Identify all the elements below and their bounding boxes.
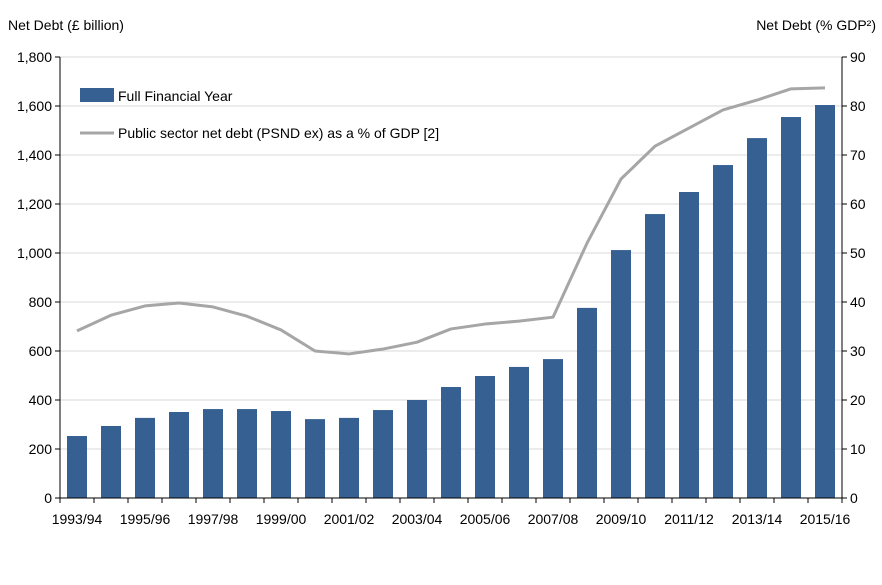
- bar-2012-13: [713, 165, 733, 498]
- bar-2000-01: [305, 419, 325, 498]
- right-tick-label: 30: [850, 343, 866, 359]
- bar-1994-95: [101, 426, 121, 498]
- bar-1999-00: [271, 411, 291, 498]
- right-tick-label: 40: [850, 294, 866, 310]
- right-tick-label: 20: [850, 392, 866, 408]
- left-tick-label: 1,600: [17, 98, 52, 114]
- bar-2005-06: [475, 376, 495, 498]
- legend-label-bars: Full Financial Year: [118, 88, 233, 104]
- bar-2015-16: [815, 105, 835, 498]
- x-tick-label: 2013/14: [732, 511, 783, 527]
- bar-2004-05: [441, 387, 461, 498]
- legend-label-line: Public sector net debt (PSND ex) as a % …: [118, 125, 439, 141]
- right-tick-label: 60: [850, 196, 866, 212]
- right-tick-label: 70: [850, 147, 866, 163]
- x-tick-label: 2011/12: [664, 511, 714, 527]
- bar-2010-11: [645, 214, 665, 498]
- left-tick-label: 400: [29, 392, 53, 408]
- bar-2003-04: [407, 400, 427, 498]
- left-tick-label: 1,200: [17, 196, 52, 212]
- bar-2006-07: [509, 367, 529, 498]
- right-tick-label: 10: [850, 441, 866, 457]
- bar-1993-94: [67, 436, 87, 498]
- right-tick-label: 50: [850, 245, 866, 261]
- x-tick-label: 1993/94: [52, 511, 103, 527]
- legend-swatch-bars: [80, 88, 114, 102]
- legend: Full Financial Year Public sector net de…: [80, 88, 439, 141]
- bar-2009-10: [611, 250, 631, 498]
- bar-1998-99: [237, 409, 257, 498]
- bar-2007-08: [543, 359, 563, 498]
- right-axis-title: Net Debt (% GDP²): [756, 17, 876, 33]
- left-tick-label: 1,000: [17, 245, 52, 261]
- x-tick-label: 2001/02: [324, 511, 375, 527]
- bar-1995-96: [135, 418, 155, 498]
- x-tick-label: 1997/98: [188, 511, 239, 527]
- bar-2013-14: [747, 138, 767, 498]
- bar-2002-03: [373, 410, 393, 498]
- bar-2014-15: [781, 117, 801, 498]
- bar-2008-09: [577, 308, 597, 498]
- left-tick-label: 1,400: [17, 147, 52, 163]
- x-tick-label: 2003/04: [392, 511, 443, 527]
- left-tick-label: 0: [44, 490, 52, 506]
- left-axis-title: Net Debt (£ billion): [8, 17, 124, 33]
- x-tick-label: 2015/16: [800, 511, 851, 527]
- left-tick-label: 600: [29, 343, 53, 359]
- x-tick-label: 1995/96: [120, 511, 171, 527]
- left-tick-label: 200: [29, 441, 53, 457]
- left-tick-label: 1,800: [17, 49, 52, 65]
- right-tick-label: 0: [850, 490, 858, 506]
- x-tick-label: 2005/06: [460, 511, 511, 527]
- bar-2001-02: [339, 418, 359, 498]
- left-tick-label: 800: [29, 294, 53, 310]
- right-tick-label: 90: [850, 49, 866, 65]
- bar-2011-12: [679, 192, 699, 498]
- x-tick-label: 2009/10: [596, 511, 647, 527]
- bar-1996-97: [169, 412, 189, 498]
- bar-1997-98: [203, 409, 223, 498]
- right-tick-label: 80: [850, 98, 866, 114]
- x-tick-label: 1999/00: [256, 511, 307, 527]
- x-tick-label: 2007/08: [528, 511, 579, 527]
